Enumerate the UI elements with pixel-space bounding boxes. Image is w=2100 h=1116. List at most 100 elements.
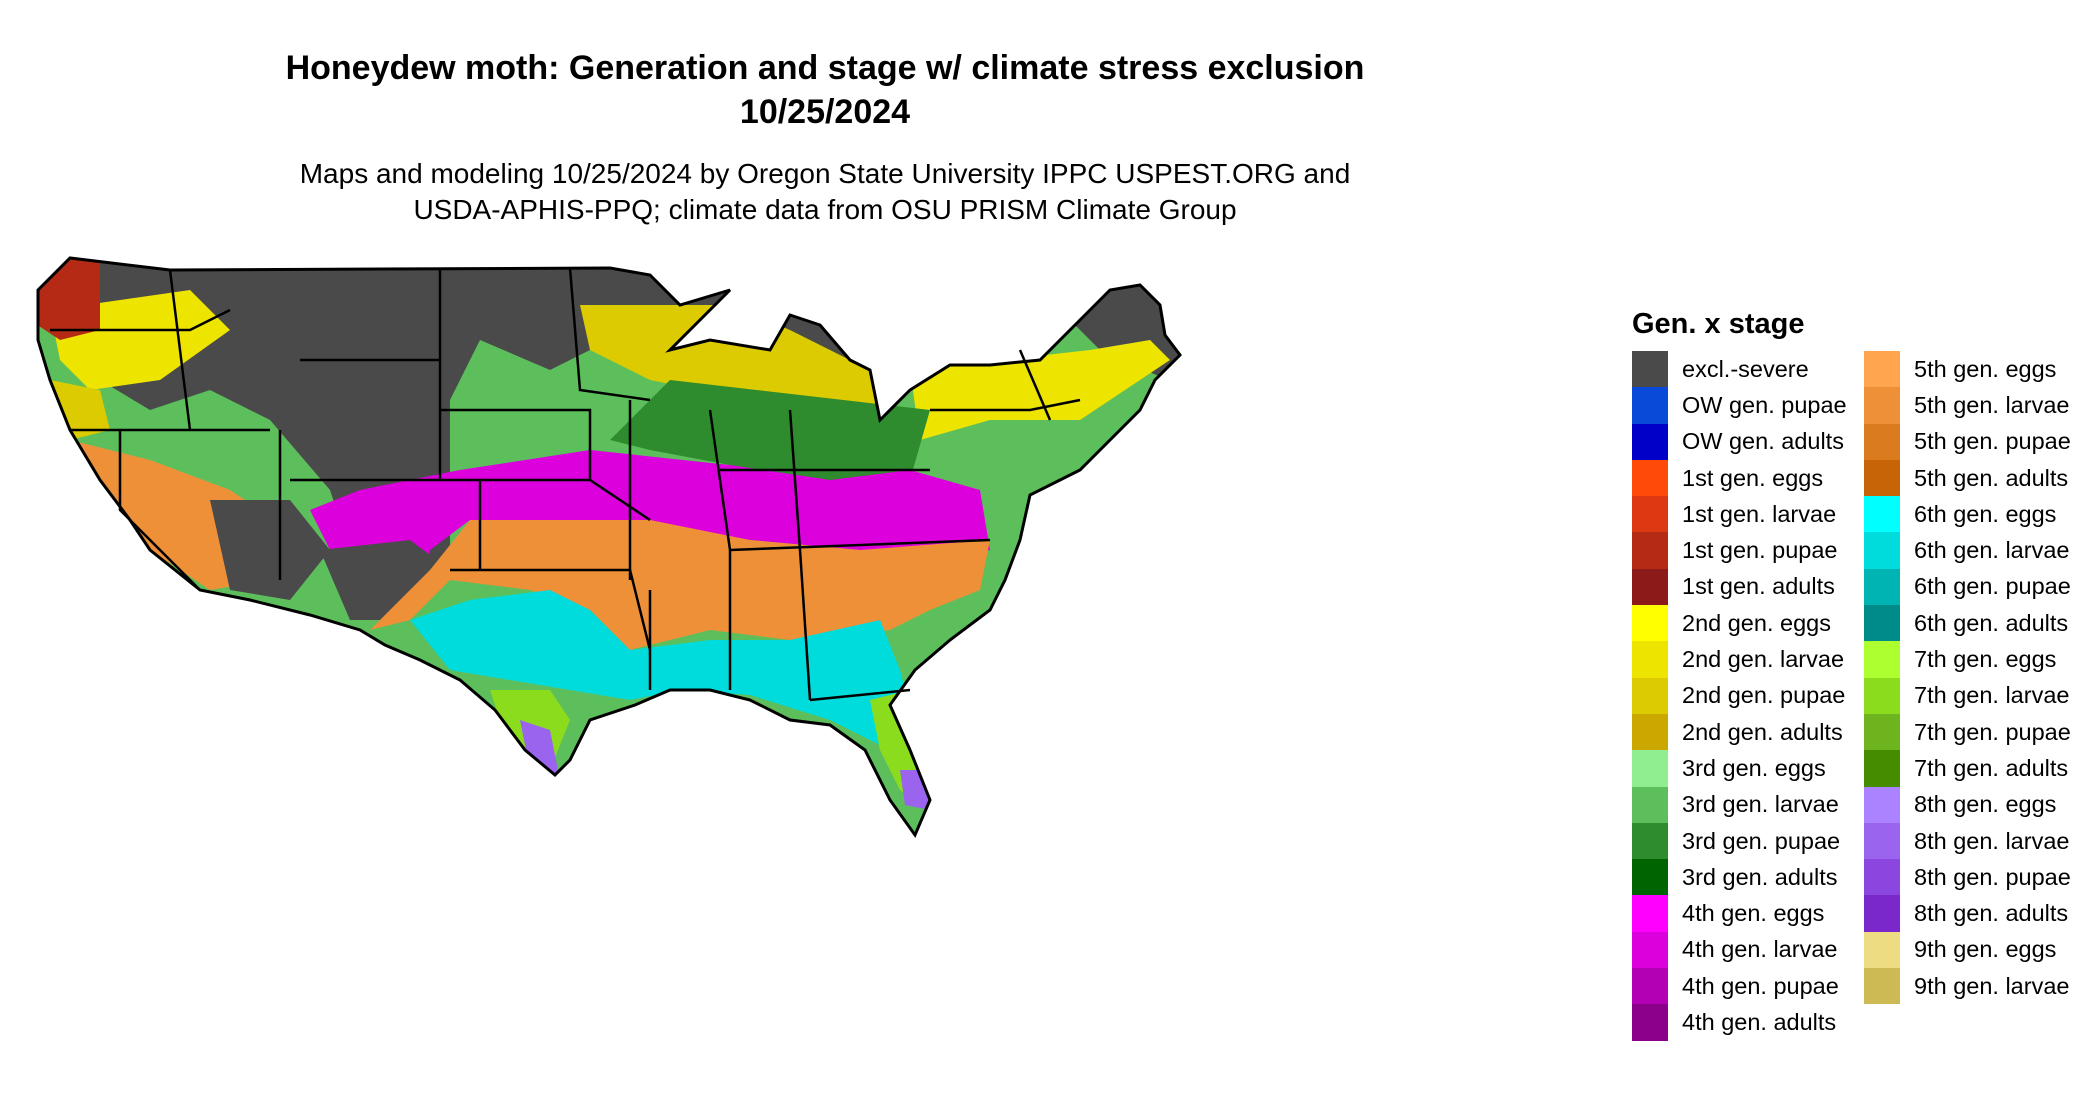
legend-swatch <box>1632 459 1668 497</box>
legend-swatch <box>1632 677 1668 714</box>
region-excl-severe-north <box>90 258 700 590</box>
legend-label: 1st gen. adults <box>1682 573 1835 600</box>
legend-label: 5th gen. eggs <box>1914 355 2057 382</box>
legend-swatch <box>1864 641 1900 678</box>
legend-label: 4th gen. eggs <box>1682 900 1825 927</box>
legend-swatch <box>1864 496 1900 533</box>
legend-item: 4th gen. larvae <box>1632 931 1864 969</box>
legend-label: OW gen. adults <box>1682 428 1844 455</box>
legend: Gen. x stage excl.-severe OW gen. pupae OW… <box>1632 308 2096 1041</box>
border-nv-ca <box>118 430 201 591</box>
us-outline <box>36 256 1182 839</box>
map-date: 10/25/2024 <box>739 93 911 131</box>
legend-item: 9th gen. larvae <box>1864 968 2096 1005</box>
legend-swatch <box>1632 496 1668 533</box>
legend-swatch <box>1864 387 1900 424</box>
legend-label: 3rd gen. larvae <box>1682 791 1839 818</box>
legend-swatch <box>1864 931 1900 969</box>
border-wa-or <box>50 308 231 332</box>
legend-column-2: 5th gen. eggs 5th gen. larvae 5th gen. pup… <box>1864 351 2096 1041</box>
map-title: Honeydew moth: Generation and stage w/ c… <box>285 49 1365 87</box>
legend-item: 2nd gen. eggs <box>1632 605 1864 642</box>
legend-item: 6th gen. pupae <box>1864 568 2096 606</box>
legend-item: excl.-severe <box>1632 351 1864 388</box>
legend-swatch <box>1864 605 1900 642</box>
subtitle-line-2: USDA-APHIS-PPQ; climate data from OSU PR… <box>413 194 1237 225</box>
legend-swatch <box>1864 822 1900 860</box>
legend-swatch <box>1864 786 1900 823</box>
legend-item: 4th gen. adults <box>1632 1004 1864 1041</box>
legend-label: 1st gen. larvae <box>1682 500 1837 527</box>
legend-swatch <box>1632 1004 1668 1041</box>
generation-map-fill <box>38 258 1180 835</box>
legend-swatch <box>1632 750 1668 787</box>
region-excl-severe-arizona <box>210 500 330 600</box>
legend-item: 1st gen. adults <box>1632 568 1864 606</box>
legend-item: 3rd gen. pupae <box>1632 822 1864 860</box>
legend-label: 7th gen. larvae <box>1914 682 2070 709</box>
legend-swatch <box>1632 786 1668 823</box>
legend-swatch <box>1864 968 1900 1005</box>
legend-swatch <box>1864 459 1900 497</box>
legend-item: 2nd gen. adults <box>1632 713 1864 751</box>
legend-item: 3rd gen. larvae <box>1632 786 1864 823</box>
legend-label: 4th gen. pupae <box>1682 972 1839 999</box>
legend-item: 3rd gen. eggs <box>1632 750 1864 787</box>
legend-label: 8th gen. larvae <box>1914 827 2070 854</box>
state-borders <box>50 267 1081 702</box>
legend-label: 5th gen. adults <box>1914 464 2069 491</box>
region-2nd-gen-pupae-upper-midwest <box>580 305 890 420</box>
legend-item: 1st gen. eggs <box>1632 459 1864 497</box>
legend-swatch <box>1864 568 1900 606</box>
legend-columns: excl.-severe OW gen. pupae OW gen. adults 1… <box>1632 351 2096 1041</box>
legend-label: 8th gen. adults <box>1914 900 2069 927</box>
border-al-ga <box>788 409 812 701</box>
legend-item: 5th gen. eggs <box>1864 351 2096 388</box>
legend-label: 4th gen. larvae <box>1682 936 1838 963</box>
legend-swatch <box>1632 605 1668 642</box>
legend-label: 8th gen. eggs <box>1914 791 2057 818</box>
legend-label: excl.-severe <box>1682 355 1809 382</box>
legend-swatch <box>1632 968 1668 1005</box>
legend-label: 6th gen. pupae <box>1914 573 2071 600</box>
legend-swatch <box>1864 750 1900 787</box>
border-nh-vt <box>1018 349 1052 421</box>
legend-swatch <box>1864 859 1900 896</box>
legend-label: 7th gen. adults <box>1914 754 2069 781</box>
legend-swatch <box>1632 895 1668 932</box>
legend-swatch <box>1632 931 1668 969</box>
legend-label: 5th gen. larvae <box>1914 391 2070 418</box>
title-block: Honeydew moth: Generation and stage w/ c… <box>100 46 1550 228</box>
legend-item: 7th gen. adults <box>1864 750 2096 787</box>
legend-item: 3rd gen. adults <box>1632 859 1864 896</box>
border-tn-ky <box>729 538 991 552</box>
legend-swatch <box>1864 895 1900 932</box>
legend-label: 4th gen. adults <box>1682 1008 1837 1035</box>
border-ny-pa <box>930 398 1081 412</box>
legend-item: 7th gen. pupae <box>1864 713 2096 751</box>
legend-label: 2nd gen. pupae <box>1682 682 1846 709</box>
legend-item: 8th gen. pupae <box>1864 859 2096 896</box>
legend-swatch <box>1632 532 1668 569</box>
border-id-west <box>168 269 192 431</box>
legend-item: 5th gen. pupae <box>1864 423 2096 460</box>
legend-swatch <box>1864 677 1900 714</box>
subtitle-line-1: Maps and modeling 10/25/2024 by Oregon S… <box>299 158 1351 189</box>
legend-swatch <box>1632 423 1668 460</box>
border-fl-ga <box>809 688 911 702</box>
legend-swatch <box>1864 423 1900 460</box>
legend-swatch <box>1632 568 1668 606</box>
legend-label: 1st gen. pupae <box>1682 537 1838 564</box>
legend-item: 6th gen. larvae <box>1864 532 2096 569</box>
legend-title: Gen. x stage <box>1632 308 1805 340</box>
legend-item: 5th gen. larvae <box>1864 387 2096 424</box>
legend-label: 9th gen. larvae <box>1914 972 2070 999</box>
region-5th-gen-larvae <box>370 520 990 650</box>
legend-item: 8th gen. larvae <box>1864 822 2096 860</box>
legend-swatch <box>1632 822 1668 860</box>
legend-label: 2nd gen. larvae <box>1682 646 1845 673</box>
legend-item: 7th gen. larvae <box>1864 677 2096 714</box>
legend-label: 3rd gen. eggs <box>1682 754 1826 781</box>
legend-label: 1st gen. eggs <box>1682 464 1824 491</box>
legend-item: 1st gen. larvae <box>1632 496 1864 533</box>
